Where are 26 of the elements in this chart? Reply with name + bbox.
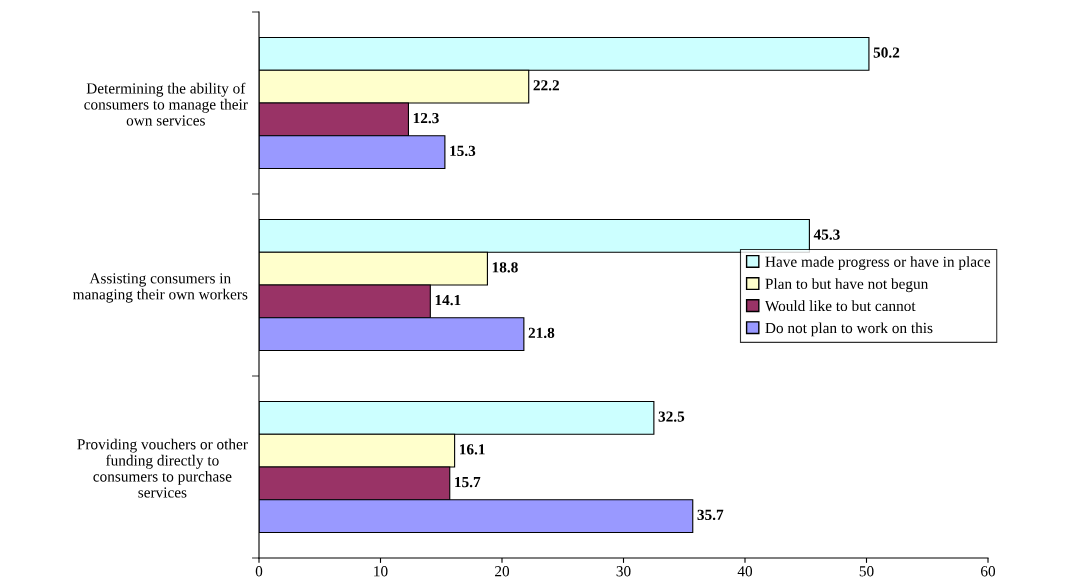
data-label: 18.8 — [492, 262, 518, 273]
x-tick-label: 20 — [495, 566, 510, 577]
y-tick-label: Providing vouchers or other funding directly to consumers to purchase services — [77, 438, 248, 498]
data-label: 15.7 — [455, 476, 481, 488]
data-label: 32.5 — [658, 411, 685, 422]
legend-label: Have made progress or have in place — [765, 256, 991, 271]
data-label: 14.1 — [435, 294, 461, 306]
y-tick-label: Determining the ability of consumers to manage their own services — [84, 82, 248, 126]
data-label: 45.3 — [813, 229, 840, 240]
data-label: 16.1 — [460, 444, 485, 455]
legend-label: Do not plan to work on this — [765, 322, 933, 337]
x-tick-label: 10 — [374, 566, 388, 577]
legend-label: Plan to but have not begun — [765, 278, 929, 293]
data-label: 21.8 — [528, 327, 555, 339]
x-tick-label: 50 — [859, 566, 874, 577]
legend-label: Would like to but cannot — [764, 300, 916, 312]
x-tick-label: 60 — [981, 566, 996, 577]
x-tick-label: 0 — [255, 566, 263, 577]
x-tick-label: 40 — [737, 566, 753, 577]
data-label: 50.2 — [873, 47, 900, 58]
y-tick-label: Assisting consumers in managing their own workers — [72, 273, 248, 303]
data-label: 22.2 — [533, 80, 559, 91]
data-label: 35.7 — [697, 509, 724, 521]
data-label: 15.3 — [450, 145, 476, 157]
data-label: 12.3 — [413, 112, 439, 124]
x-tick-label: 30 — [616, 566, 631, 577]
